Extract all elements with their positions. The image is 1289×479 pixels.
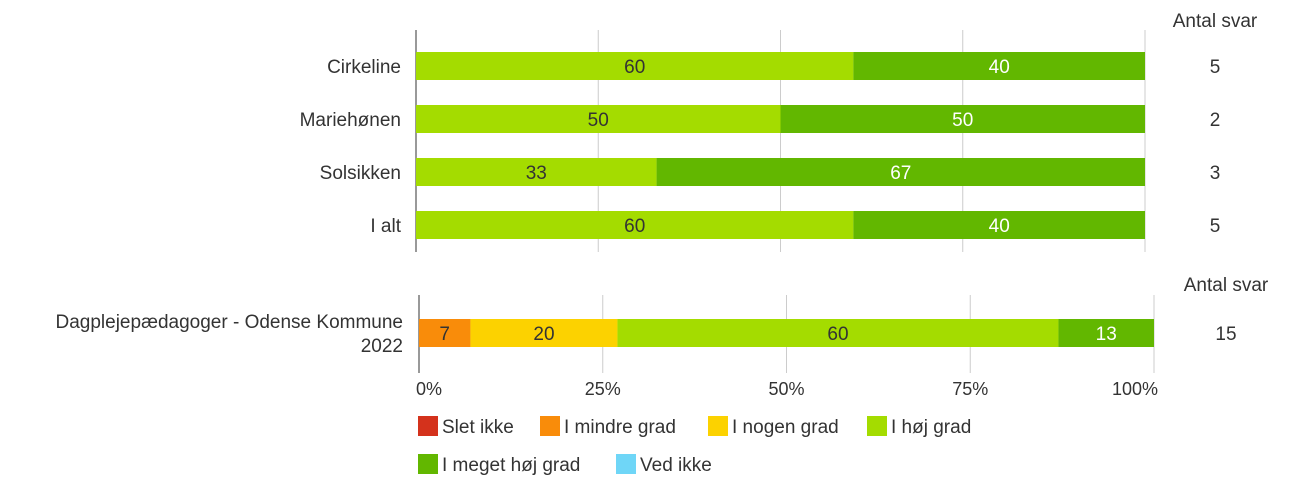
bar-segment-i-høj-grad: [416, 158, 657, 186]
data-label: 60: [624, 57, 645, 78]
legend-swatch: [616, 454, 636, 474]
data-label: 40: [989, 216, 1010, 237]
x-tick-label: 25%: [585, 379, 621, 399]
bar-segment-i-meget-høj-grad: [656, 158, 1145, 186]
legend-item-i-meget-høj-grad: I meget høj grad: [418, 454, 580, 476]
count-value: 15: [1215, 324, 1236, 345]
data-label: 50: [588, 110, 609, 131]
legend-swatch: [708, 416, 728, 436]
data-label: 20: [533, 324, 554, 345]
bar-segment-i-nogen-grad: [470, 319, 618, 347]
category-label: Dagplejepædagoger - Odense Kommune 2022: [56, 312, 404, 357]
bar-segment-i-høj-grad: [617, 319, 1059, 347]
panel-municipality: Antal svar Dagplejepædagoger - Odense Kom…: [56, 275, 1269, 373]
legend-label: I mindre grad: [564, 417, 676, 438]
bar-segment-i-mindre-grad: [419, 319, 471, 347]
legend-label: Slet ikke: [442, 417, 514, 438]
data-label: 40: [989, 57, 1010, 78]
data-label: 67: [890, 163, 911, 184]
count-value: 5: [1210, 216, 1221, 237]
legend: Slet ikke I mindre grad I nogen grad I høj …: [418, 416, 971, 476]
bar-segment-i-høj-grad: [416, 211, 854, 239]
legend-item-i-mindre-grad: I mindre grad: [540, 416, 676, 438]
legend-swatch: [418, 454, 438, 474]
category-label: I alt: [370, 216, 401, 237]
bar-row: Solsikken 33 67 3: [320, 158, 1221, 186]
data-label: 33: [526, 163, 547, 184]
count-value: 3: [1210, 163, 1221, 184]
bar-segment-i-meget-høj-grad: [853, 52, 1145, 80]
bar-segment-i-meget-høj-grad: [1058, 319, 1154, 347]
legend-swatch: [867, 416, 887, 436]
count-header: Antal svar: [1184, 275, 1269, 296]
bar-row: Mariehønen 50 50 2: [300, 105, 1221, 133]
x-tick-label: 0%: [416, 379, 442, 399]
legend-label: I meget høj grad: [442, 455, 580, 476]
legend-label: Ved ikke: [640, 455, 712, 476]
data-label: 60: [624, 216, 645, 237]
bar-row: Dagplejepædagoger - Odense Kommune 2022 7 2…: [56, 312, 1237, 357]
bar-row: Cirkeline 60 40 5: [327, 52, 1220, 80]
legend-item-ved-ikke: Ved ikke: [616, 454, 712, 476]
legend-item-i-nogen-grad: I nogen grad: [708, 416, 839, 438]
x-tick-label: 100%: [1112, 379, 1158, 399]
data-label: 50: [952, 110, 973, 131]
x-tick-label: 50%: [768, 379, 804, 399]
legend-item-slet-ikke: Slet ikke: [418, 416, 514, 438]
bar-segment-i-meget-høj-grad: [780, 105, 1145, 133]
category-label: Cirkeline: [327, 57, 401, 78]
bar-segment-i-meget-høj-grad: [853, 211, 1145, 239]
legend-item-i-høj-grad: I høj grad: [867, 416, 971, 438]
category-label: Solsikken: [320, 163, 401, 184]
legend-swatch: [418, 416, 438, 436]
legend-label: I høj grad: [891, 417, 971, 438]
data-label: 60: [827, 324, 848, 345]
legend-swatch: [540, 416, 560, 436]
data-label: 13: [1096, 324, 1117, 345]
count-value: 5: [1210, 57, 1221, 78]
legend-label: I nogen grad: [732, 417, 839, 438]
count-header: Antal svar: [1173, 11, 1258, 32]
panel-department: Antal svar Cirkeline 60 40 5 Mariehønen 50 50 2 S…: [300, 11, 1258, 252]
data-label: 7: [439, 324, 450, 345]
bar-row: I alt 60 40 5: [370, 211, 1220, 239]
bar-segment-i-høj-grad: [416, 105, 781, 133]
category-label: Mariehønen: [300, 110, 401, 131]
count-value: 2: [1210, 110, 1221, 131]
x-axis: 0% 25% 50% 75% 100%: [416, 379, 1158, 399]
bar-segment-i-høj-grad: [416, 52, 854, 80]
x-tick-label: 75%: [952, 379, 988, 399]
